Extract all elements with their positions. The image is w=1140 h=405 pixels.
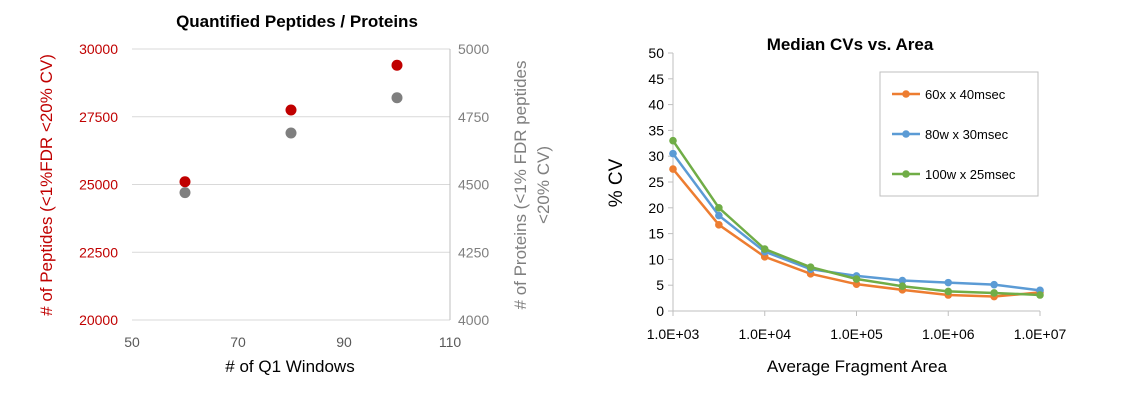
chart2-y-tick-label: 30: [648, 148, 664, 164]
series-1-point: [669, 165, 677, 173]
chart2-x-tick-label: 1.0E+06: [922, 326, 975, 342]
chart1-right-y-axis-label-line1: # of Proteins (<1% FDR peptides: [511, 61, 530, 310]
series-3-point: [1036, 291, 1044, 299]
chart1-left-y-tick-label: 27500: [79, 109, 118, 125]
series-3-point: [852, 275, 861, 283]
series-2-point: [990, 280, 998, 289]
chart1-x-tick-label: 70: [230, 334, 246, 350]
chart2-y-tick-label: 0: [656, 303, 664, 319]
chart2-x-tick-label: 1.0E+07: [1014, 326, 1067, 342]
chart1-title: Quantified Peptides / Proteins: [176, 12, 418, 31]
series-3-point: [715, 204, 723, 212]
chart2-y-axis-label: % CV: [606, 158, 627, 207]
chart1-right-y-tick-label: 5000: [458, 41, 489, 57]
chart2-y-tick-label: 15: [648, 226, 664, 242]
peptide-point: [179, 176, 191, 188]
series-3-point: [806, 263, 815, 271]
chart2-y-tick-label: 35: [648, 122, 664, 138]
legend-swatch-marker: [902, 170, 910, 178]
series-2-point: [944, 278, 953, 287]
chart2-y-tick-label: 5: [656, 277, 664, 293]
legend-swatch-marker: [902, 130, 910, 138]
protein-point: [179, 187, 191, 199]
chart1-left-y-tick-label: 30000: [79, 41, 118, 57]
chart1-right-y-axis-label-line2: <20% CV): [534, 146, 553, 224]
legend-label: 100w x 25msec: [925, 167, 1016, 182]
chart2-x-axis-label: Average Fragment Area: [767, 357, 948, 376]
peptide-point: [391, 59, 403, 71]
chart1-x-tick-label: 110: [439, 334, 462, 350]
legend-swatch-marker: [902, 90, 910, 98]
chart2-y-tick-label: 20: [648, 200, 664, 216]
series-2-point: [669, 149, 677, 158]
series-1-point: [715, 221, 723, 229]
chart2-x-tick-label: 1.0E+04: [738, 326, 791, 342]
peptide-point: [285, 104, 297, 116]
chart2-y-tick-label: 50: [648, 45, 664, 61]
median-cv-chart: Median CVs vs. Area Average Fragment Are…: [606, 35, 1066, 376]
chart2-title: Median CVs vs. Area: [767, 35, 934, 54]
chart2-x-tick-label: 1.0E+05: [830, 326, 883, 342]
series-3-point: [944, 287, 953, 296]
chart1-right-y-tick-label: 4250: [458, 244, 489, 260]
series-3-point: [898, 282, 907, 291]
legend-label: 60x x 40msec: [925, 87, 1006, 102]
chart1-left-y-tick-label: 20000: [79, 312, 118, 328]
chart2-x-tick-label: 1.0E+03: [647, 326, 700, 342]
chart1-right-y-tick-label: 4750: [458, 109, 489, 125]
chart1-x-tick-label: 90: [336, 334, 352, 350]
chart1-right-y-tick-label: 4000: [458, 312, 489, 328]
chart2-y-tick-label: 45: [648, 71, 664, 87]
protein-point: [285, 127, 297, 139]
chart1-left-y-axis-label: # of Peptides (<1%FDR <20% CV): [37, 54, 56, 316]
protein-point: [391, 92, 403, 104]
chart2-y-tick-label: 40: [648, 97, 664, 113]
chart1-left-y-tick-label: 25000: [79, 177, 118, 193]
chart1-left-y-tick-label: 22500: [79, 244, 118, 260]
chart1-x-tick-label: 50: [124, 334, 140, 350]
chart2-y-tick-label: 25: [648, 174, 664, 190]
peptides-proteins-chart: Quantified Peptides / Proteins # of Q1 W…: [37, 12, 553, 376]
series-3-point: [990, 289, 998, 297]
legend-label: 80w x 30msec: [925, 127, 1009, 142]
series-3-point: [669, 136, 677, 145]
chart1-x-axis-label: # of Q1 Windows: [225, 357, 354, 376]
series-2-point: [898, 276, 907, 285]
series-3-point: [760, 245, 769, 253]
series-2-point: [715, 211, 723, 220]
chart1-right-y-tick-label: 4500: [458, 177, 489, 193]
chart2-y-tick-label: 10: [648, 251, 664, 267]
